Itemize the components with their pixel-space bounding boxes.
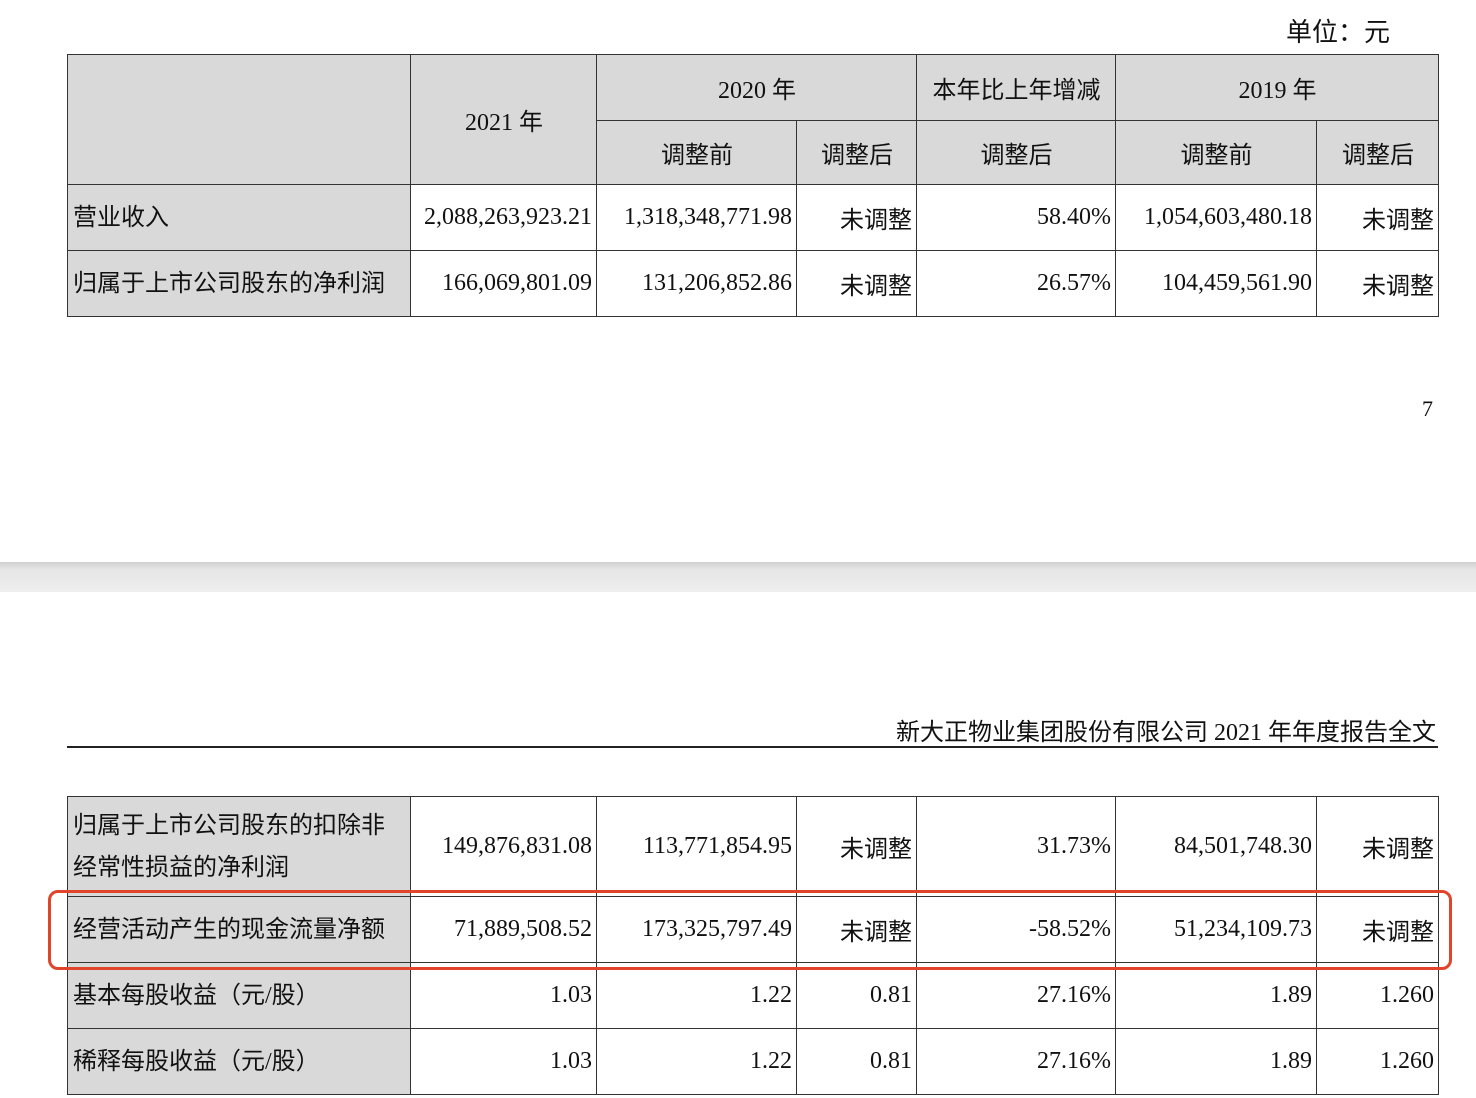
data-row: 基本每股收益（元/股） 1.03 1.22 0.81 27.16% 1.89 1.260 [67, 962, 1439, 1029]
row-label: 稀释每股收益（元/股） [67, 1028, 411, 1095]
row-label: 归属于上市公司股东的净利润 [67, 250, 411, 317]
header-cell [67, 54, 411, 185]
cell: 1.22 [596, 962, 797, 1029]
row-label: 基本每股收益（元/股） [67, 962, 411, 1029]
header-cell: 调整后 [1316, 120, 1439, 185]
row-label: 营业收入 [67, 184, 411, 251]
table-1: 2021 年 2020 年 本年比上年增减 2019 年 调整前 调整后 调整后… [67, 54, 1439, 317]
cell: 27.16% [916, 962, 1116, 1029]
cell: 1.89 [1115, 962, 1317, 1029]
header-cell: 调整前 [596, 120, 797, 185]
cell: 0.81 [796, 962, 917, 1029]
cell: 未调整 [796, 896, 917, 963]
cell: 2,088,263,923.21 [410, 184, 597, 251]
data-row: 经营活动产生的现金流量净额 71,889,508.52 173,325,797.49… [67, 896, 1439, 963]
cell: 1,318,348,771.98 [596, 184, 797, 251]
running-header: 新大正物业集团股份有限公司 2021 年年度报告全文 [896, 720, 1436, 746]
data-row: 归属于上市公司股东的扣除非经常性损益的净利润 149,876,831.08 113,… [67, 796, 1439, 897]
cell: 31.73% [916, 796, 1116, 897]
cell: 1.03 [410, 962, 597, 1029]
cell: 26.57% [916, 250, 1116, 317]
cell: 未调整 [796, 250, 917, 317]
cell: 1.03 [410, 1028, 597, 1095]
header-row: 2021 年 2020 年 本年比上年增减 2019 年 [67, 54, 1439, 185]
table-2: 归属于上市公司股东的扣除非经常性损益的净利润 149,876,831.08 113,… [67, 796, 1439, 1095]
header-cell: 调整前 [1115, 120, 1317, 185]
data-row: 营业收入 2,088,263,923.21 1,318,348,771.98 未调整 5… [67, 184, 1439, 251]
cell: 1.89 [1115, 1028, 1317, 1095]
header-row: 调整前 调整后 调整后 调整前 调整后 [68, 120, 1439, 185]
cell: 58.40% [916, 184, 1116, 251]
cell: 51,234,109.73 [1115, 896, 1317, 963]
cell: 149,876,831.08 [410, 796, 597, 897]
row-label: 经营活动产生的现金流量净额 [67, 896, 411, 963]
cell: 未调整 [1316, 796, 1439, 897]
cell: 113,771,854.95 [596, 796, 797, 897]
cell: 1.22 [596, 1028, 797, 1095]
header-cell: 调整后 [916, 120, 1116, 185]
cell: 未调整 [1316, 896, 1439, 963]
row-label: 归属于上市公司股东的扣除非经常性损益的净利润 [67, 796, 411, 897]
page-separator [0, 562, 1476, 592]
data-row: 稀释每股收益（元/股） 1.03 1.22 0.81 27.16% 1.89 1.260 [67, 1028, 1439, 1095]
cell: 未调整 [1316, 250, 1439, 317]
cell: 131,206,852.86 [596, 250, 797, 317]
cell: 71,889,508.52 [410, 896, 597, 963]
header-cell: 2020 年 [596, 54, 917, 121]
cell: 未调整 [796, 796, 917, 897]
cell: 未调整 [796, 184, 917, 251]
cell: 173,325,797.49 [596, 896, 797, 963]
header-rule [67, 746, 1438, 748]
header-cell: 2021 年 [410, 54, 597, 185]
cell: 84,501,748.30 [1115, 796, 1317, 897]
header-cell: 2019 年 [1115, 54, 1439, 121]
highlight-box [48, 890, 1452, 970]
header-cell: 调整后 [796, 120, 917, 185]
cell: 0.81 [796, 1028, 917, 1095]
cell: 27.16% [916, 1028, 1116, 1095]
data-row: 归属于上市公司股东的净利润 166,069,801.09 131,206,852.8… [67, 250, 1439, 317]
cell: 1.260 [1316, 962, 1439, 1029]
header-cell: 本年比上年增减 [916, 54, 1116, 121]
page-number: 7 [1422, 396, 1433, 421]
cell: 1.260 [1316, 1028, 1439, 1095]
cell: 166,069,801.09 [410, 250, 597, 317]
cell: 104,459,561.90 [1115, 250, 1317, 317]
cell: 未调整 [1316, 184, 1439, 251]
unit-label: 单位：元 [1286, 18, 1391, 47]
cell: 1,054,603,480.18 [1115, 184, 1317, 251]
